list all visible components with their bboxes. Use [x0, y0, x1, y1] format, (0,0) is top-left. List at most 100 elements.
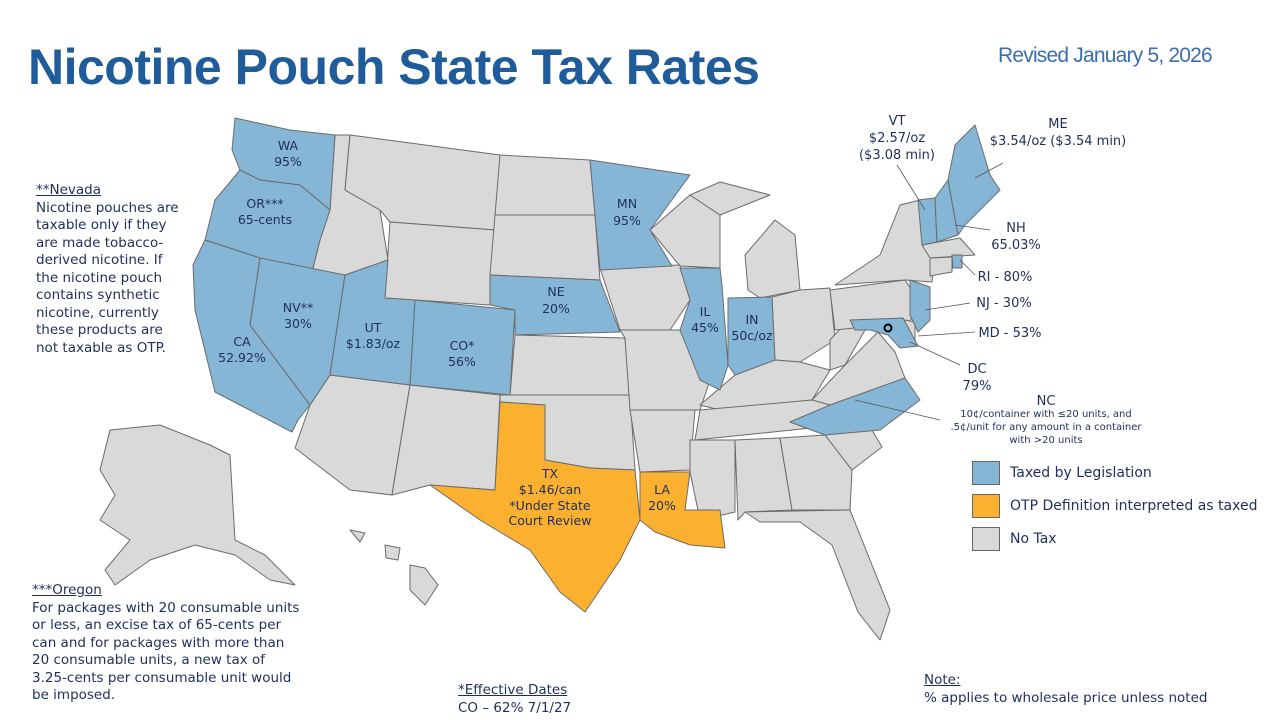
label-tx-name: TX [541, 466, 559, 481]
label-la-rate: 20% [648, 498, 676, 513]
state-WY [384, 221, 496, 306]
label-ca-name: CA [233, 334, 251, 349]
state-TX [429, 401, 641, 613]
legend-swatch-none [972, 527, 1000, 551]
label-ne-rate: 20% [542, 301, 570, 316]
state-KS [509, 334, 631, 396]
nevada-note: **Nevada Nicotine pouches are taxable on… [36, 182, 186, 357]
label-wa-rate: 95% [274, 154, 302, 169]
label-vt-rate: $2.57/oz [869, 131, 926, 146]
dc-marker [883, 323, 893, 333]
state-ME [947, 124, 1001, 236]
oregon-note-body: For packages with 20 consumable units or… [32, 599, 300, 704]
state-OR [204, 169, 331, 281]
label-nj: NJ - 30% [976, 296, 1031, 311]
label-me-rate: $3.54/oz ($3.54 min) [990, 134, 1127, 149]
state-NM [391, 384, 501, 496]
effective-dates-heading: *Effective Dates [458, 682, 568, 698]
label-nc-line2: .5¢/unit for any amount in a container [950, 422, 1142, 433]
state-HI-2 [384, 544, 401, 561]
label-ri: RI - 80% [978, 270, 1033, 285]
effective-dates: *Effective Dates CO – 62% 7/1/27 [458, 682, 571, 717]
label-vt-min: ($3.08 min) [859, 148, 935, 163]
nevada-note-body: Nicotine pouches are taxable only if the… [36, 199, 179, 356]
legend: Taxed by Legislation OTP Definition inte… [972, 459, 1257, 553]
legend-item-taxed: Taxed by Legislation [972, 459, 1257, 487]
legend-swatch-otp [972, 494, 1000, 518]
label-ut-name: UT [365, 320, 382, 335]
label-nv-rate: 30% [284, 316, 312, 331]
label-vt-name: VT [889, 114, 906, 129]
label-tx-rate: $1.46/can [519, 482, 581, 497]
state-NJ [909, 279, 931, 333]
state-AR [629, 409, 696, 473]
state-IN [727, 296, 776, 376]
label-me-name: ME [1048, 117, 1067, 132]
label-nh-name: NH [1006, 221, 1026, 236]
label-nc-line1: 10¢/container with ≤20 units, and [960, 409, 1131, 420]
state-CO [409, 299, 516, 396]
label-or-rate: 65-cents [238, 212, 292, 227]
label-mn-rate: 95% [613, 213, 641, 228]
label-mn-name: MN [617, 196, 637, 211]
state-HI-3 [349, 529, 366, 543]
legend-label: No Tax [1010, 531, 1057, 547]
state-NE [489, 274, 621, 336]
label-wa-name: WA [278, 138, 299, 153]
legend-item-otp: OTP Definition interpreted as taxed [972, 492, 1257, 520]
state-NV [249, 257, 346, 406]
state-LA [639, 471, 726, 549]
effective-dates-body: CO – 62% 7/1/27 [458, 699, 572, 716]
wholesale-note-body: % applies to wholesale price unless note… [924, 689, 1208, 706]
state-RI [951, 254, 963, 269]
legend-label: Taxed by Legislation [1010, 465, 1152, 481]
legend-swatch-taxed [972, 461, 1000, 485]
label-il-rate: 45% [691, 320, 719, 335]
label-md: MD - 53% [978, 326, 1041, 341]
state-IL [679, 267, 729, 391]
state-MI [744, 219, 801, 299]
label-il-name: IL [700, 304, 711, 319]
label-nc-name: NC [1037, 394, 1056, 409]
wholesale-note: Note: % applies to wholesale price unles… [924, 672, 1207, 707]
state-MN [589, 159, 691, 271]
state-AL [734, 437, 793, 521]
oregon-note-heading: ***Oregon [32, 582, 102, 598]
state-MI-upper [689, 181, 771, 216]
label-la-name: LA [654, 482, 670, 497]
state-NC [789, 377, 921, 436]
label-nc-line3: with >20 units [1009, 435, 1082, 446]
label-tx-note1: *Under State [509, 498, 590, 513]
legend-item-none: No Tax [972, 525, 1257, 553]
label-in-name: IN [745, 312, 758, 327]
label-co-name: CO* [450, 338, 475, 353]
wholesale-note-heading: Note: [924, 672, 961, 688]
revised-date: Revised January 5, 2026 [998, 44, 1213, 67]
label-ut-rate: $1.83/oz [346, 336, 401, 351]
state-OH [771, 287, 836, 363]
page-title: Nicotine Pouch State Tax Rates [28, 39, 760, 95]
state-WI [649, 194, 721, 269]
state-SD [489, 214, 601, 281]
state-FL [744, 509, 891, 641]
state-CT [929, 256, 953, 277]
label-or-name: OR*** [246, 196, 283, 211]
state-HI [409, 564, 439, 606]
state-AK [99, 424, 296, 586]
state-MS [689, 439, 736, 521]
state-GA [779, 434, 853, 511]
state-MA [921, 237, 976, 259]
label-nh-rate: 65.03% [991, 238, 1041, 253]
nevada-note-heading: **Nevada [36, 182, 102, 198]
label-in-rate: 50c/oz [731, 328, 773, 343]
state-ND [494, 154, 596, 216]
label-tx-note2: Court Review [509, 513, 592, 528]
state-MD [849, 317, 919, 349]
label-nv-name: NV** [283, 300, 313, 315]
label-co-rate: 56% [448, 354, 476, 369]
label-dc-rate: 79% [963, 379, 992, 394]
legend-label: OTP Definition interpreted as taxed [1010, 498, 1258, 514]
label-ne-name: NE [547, 284, 564, 299]
oregon-note: ***Oregon For packages with 20 consumabl… [32, 582, 302, 705]
